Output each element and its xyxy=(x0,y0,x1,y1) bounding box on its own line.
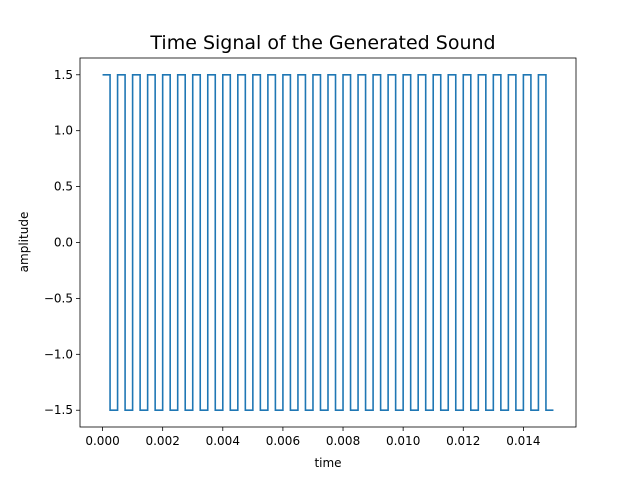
x-tick-label: 0.012 xyxy=(446,434,480,448)
x-tick-label: 0.008 xyxy=(326,434,360,448)
y-tick-label: −1.5 xyxy=(44,403,73,417)
series-layer xyxy=(102,73,554,412)
y-axis-label: amplitude xyxy=(17,212,31,273)
chart-title: Time Signal of the Generated Sound xyxy=(149,32,495,54)
y-tick-label: 0.0 xyxy=(54,236,73,250)
x-tick-label: 0.000 xyxy=(85,434,119,448)
y-tick-label: −0.5 xyxy=(44,291,73,305)
x-axis: 0.000 0.002 0.004 0.006 0.008 0.010 0.012 0.014 xyxy=(85,427,541,448)
y-tick-label: −1.0 xyxy=(44,347,73,361)
y-tick-label: 1.5 xyxy=(54,68,73,82)
y-tick-label: 0.5 xyxy=(54,180,73,194)
y-tick-label: 1.0 xyxy=(54,124,73,138)
y-axis: −1.5 −1.0 −0.5 0.0 0.5 1.0 1.5 xyxy=(44,68,80,417)
x-axis-label: time xyxy=(314,456,341,470)
x-tick-label: 0.014 xyxy=(506,434,540,448)
x-tick-label: 0.010 xyxy=(386,434,420,448)
x-tick-label: 0.006 xyxy=(266,434,300,448)
series-line xyxy=(102,73,554,412)
plot-area xyxy=(79,57,577,428)
x-tick-label: 0.004 xyxy=(206,434,240,448)
x-tick-label: 0.002 xyxy=(145,434,179,448)
